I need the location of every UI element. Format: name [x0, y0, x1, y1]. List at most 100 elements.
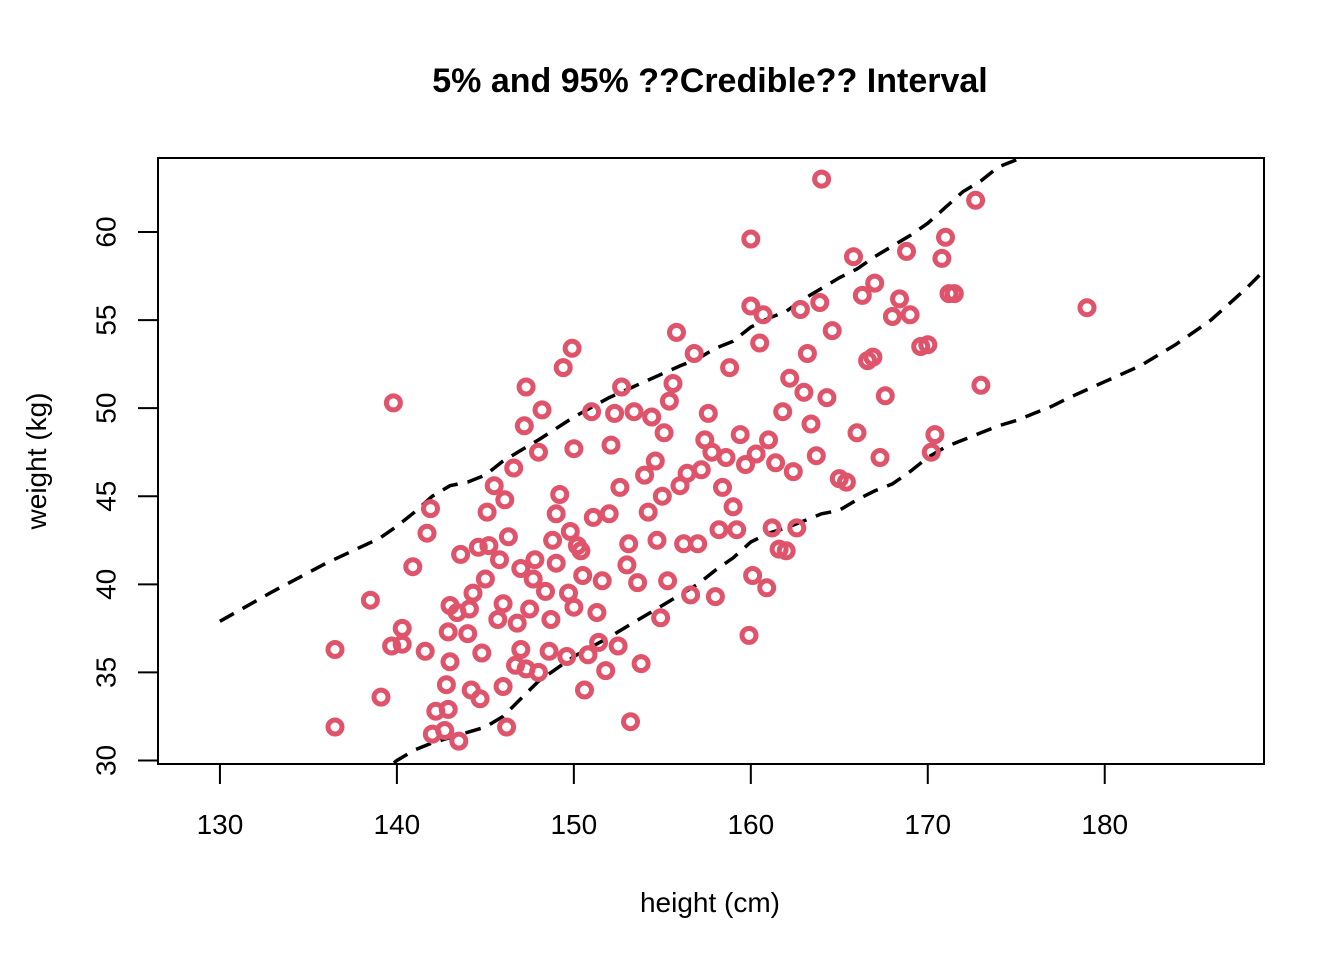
data-point	[658, 571, 678, 591]
data-point	[421, 499, 440, 519]
data-point	[449, 731, 469, 751]
data-point	[865, 273, 885, 293]
data-point	[806, 446, 826, 466]
data-point	[589, 632, 609, 652]
data-point	[532, 400, 552, 420]
x-tick-label: 160	[727, 809, 774, 840]
data-point	[762, 518, 782, 538]
data-point	[475, 569, 495, 589]
data-point	[516, 377, 536, 397]
data-point	[741, 229, 761, 249]
data-point	[870, 448, 890, 467]
data-point	[801, 414, 821, 434]
data-point	[529, 442, 548, 462]
data-point	[619, 534, 639, 554]
data-point	[918, 335, 938, 355]
data-point	[479, 536, 499, 556]
data-point	[659, 391, 679, 411]
data-point	[705, 587, 725, 607]
data-point	[645, 451, 665, 471]
data-point	[583, 507, 603, 527]
points-layer	[325, 169, 1097, 751]
data-point	[493, 677, 513, 696]
data-point	[562, 338, 582, 358]
data-point	[488, 610, 508, 629]
y-tick-label: 30	[90, 745, 121, 776]
data-point	[541, 610, 561, 629]
data-point	[743, 566, 763, 585]
data-point	[736, 455, 755, 474]
y-tick-label: 35	[90, 657, 121, 688]
data-point	[654, 423, 674, 443]
data-point	[495, 490, 515, 510]
data-point	[836, 472, 856, 492]
x-tick-label: 140	[374, 809, 421, 840]
data-point	[610, 477, 630, 497]
data-point	[360, 590, 380, 610]
data-point	[897, 241, 916, 261]
data-point	[438, 699, 458, 719]
data-point	[713, 477, 732, 497]
data-point	[605, 403, 625, 423]
data-point	[720, 358, 740, 378]
data-point	[553, 358, 573, 378]
data-point	[900, 305, 920, 325]
data-point	[596, 661, 616, 681]
data-point	[417, 523, 437, 543]
data-point	[716, 448, 736, 467]
data-point	[490, 550, 509, 570]
data-point	[472, 643, 492, 663]
x-axis: 130 140 150 160 170 180	[197, 763, 1128, 840]
data-point	[573, 566, 593, 585]
data-point	[753, 305, 773, 325]
data-point	[797, 344, 817, 363]
data-point	[539, 641, 559, 661]
data-point	[971, 375, 991, 395]
data-point	[730, 425, 750, 445]
data-point	[484, 476, 504, 496]
data-point	[617, 555, 637, 575]
data-point	[875, 386, 895, 406]
data-point	[794, 382, 814, 402]
data-point	[810, 293, 830, 312]
data-point	[514, 416, 534, 436]
data-point	[647, 530, 667, 550]
data-point	[382, 636, 402, 656]
data-point	[392, 618, 412, 638]
data-point	[776, 541, 796, 561]
data-point	[757, 578, 777, 598]
data-point	[621, 712, 640, 732]
data-point	[415, 641, 435, 661]
data-point	[392, 634, 412, 654]
data-point	[564, 597, 584, 617]
data-point	[511, 559, 531, 578]
data-point	[746, 444, 766, 464]
data-point	[773, 402, 793, 422]
x-axis-label: height (cm)	[640, 887, 780, 918]
data-point	[523, 569, 543, 589]
data-point	[612, 377, 632, 397]
data-point	[435, 721, 455, 740]
data-point	[727, 520, 747, 540]
data-point	[698, 403, 718, 423]
data-point	[582, 402, 602, 422]
data-point	[459, 599, 479, 619]
data-point	[550, 485, 570, 504]
data-point	[691, 460, 711, 480]
data-point	[458, 624, 478, 644]
y-axis: 30 35 40 45 50 55 60	[90, 216, 159, 776]
data-point	[741, 296, 761, 316]
data-point	[463, 583, 483, 603]
data-point	[497, 717, 517, 737]
data-point	[750, 333, 770, 353]
interval-layer	[219, 158, 1264, 764]
data-point	[470, 689, 490, 709]
data-point	[575, 680, 594, 700]
y-tick-label: 60	[90, 216, 121, 247]
data-point	[635, 465, 655, 485]
data-point	[557, 647, 577, 666]
data-point	[608, 636, 628, 656]
data-point	[325, 717, 345, 737]
y-tick-label: 45	[90, 481, 121, 512]
data-point	[863, 347, 883, 367]
